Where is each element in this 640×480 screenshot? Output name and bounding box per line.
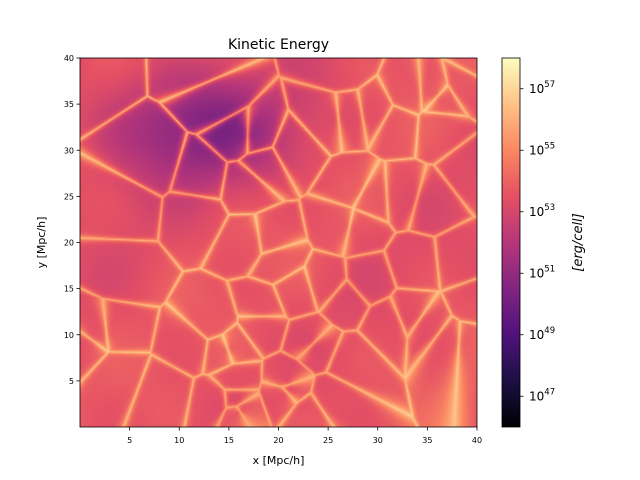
colorbar-tick-label: 1055 xyxy=(529,141,555,157)
x-tick-label: 5 xyxy=(127,436,132,445)
x-axis-label: x [Mpc/h] xyxy=(253,454,305,467)
y-axis: 5 10 15 20 25 30 35 40 xyxy=(64,54,80,386)
y-tick-label: 5 xyxy=(69,377,74,386)
y-tick-label: 10 xyxy=(64,331,74,340)
x-tick-label: 10 xyxy=(174,436,184,445)
colorbar xyxy=(501,57,521,428)
x-tick-label: 40 xyxy=(472,436,482,445)
x-tick-label: 35 xyxy=(422,436,432,445)
colorbar-tick-label: 1057 xyxy=(529,80,555,96)
y-axis-label: y [Mpc/h] xyxy=(35,217,48,269)
y-tick-label: 30 xyxy=(64,146,74,155)
colorbar-label: [erg/cell] xyxy=(571,213,586,272)
x-axis: 5 10 15 20 25 30 35 40 xyxy=(127,427,482,445)
y-tick-label: 35 xyxy=(64,100,74,109)
heatmap-area xyxy=(80,58,477,427)
chart-title: Kinetic Energy xyxy=(228,37,329,53)
y-tick-label: 20 xyxy=(64,239,74,248)
colorbar-tick-label: 1047 xyxy=(529,387,555,403)
y-tick-label: 25 xyxy=(64,192,74,201)
y-tick-label: 15 xyxy=(64,285,74,294)
x-tick-label: 15 xyxy=(224,436,234,445)
colorbar-tick-label: 1049 xyxy=(529,326,555,342)
colorbar-tick-label: 1051 xyxy=(529,264,555,280)
colorbar-tick-label: 1053 xyxy=(529,203,555,219)
y-tick-label: 40 xyxy=(64,54,74,63)
colorbar-ticks: 1047 1049 1051 1053 1055 1057 xyxy=(520,80,555,403)
x-tick-label: 30 xyxy=(373,436,383,445)
x-tick-label: 25 xyxy=(323,436,333,445)
x-tick-label: 20 xyxy=(273,436,283,445)
